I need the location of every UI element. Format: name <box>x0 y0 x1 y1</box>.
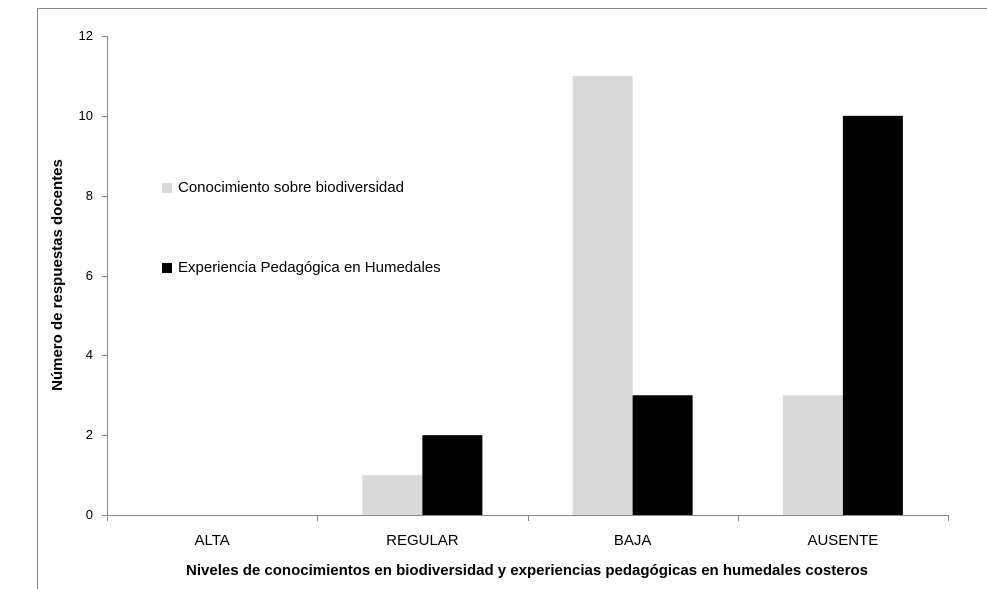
frame <box>37 8 987 589</box>
bar <box>632 395 693 515</box>
bar <box>572 75 633 516</box>
bar <box>782 395 843 515</box>
y-tick-label: 6 <box>86 268 93 283</box>
legend-swatch <box>162 263 172 273</box>
bar <box>362 475 423 515</box>
legend-swatch <box>162 183 172 193</box>
x-axis-title: Niveles de conocimientos en biodiversida… <box>186 562 868 579</box>
y-tick-label: 12 <box>79 28 93 43</box>
legend-label: Experiencia Pedagógica en Humedales <box>178 259 441 276</box>
y-tick-label: 2 <box>86 427 93 442</box>
y-tick-label: 0 <box>86 507 93 522</box>
bar <box>842 115 903 515</box>
x-tick-label: ALTA <box>194 532 229 549</box>
y-tick-label: 10 <box>79 108 93 123</box>
x-tick-label: REGULAR <box>386 532 459 549</box>
legend-label: Conocimiento sobre biodiversidad <box>178 179 404 196</box>
y-axis-title: Número de respuestas docentes <box>49 159 66 391</box>
bar <box>422 435 483 515</box>
x-tick-label: BAJA <box>614 532 652 549</box>
x-tick-label: AUSENTE <box>807 532 878 549</box>
y-tick-label: 4 <box>86 347 93 362</box>
y-tick-label: 8 <box>86 188 93 203</box>
